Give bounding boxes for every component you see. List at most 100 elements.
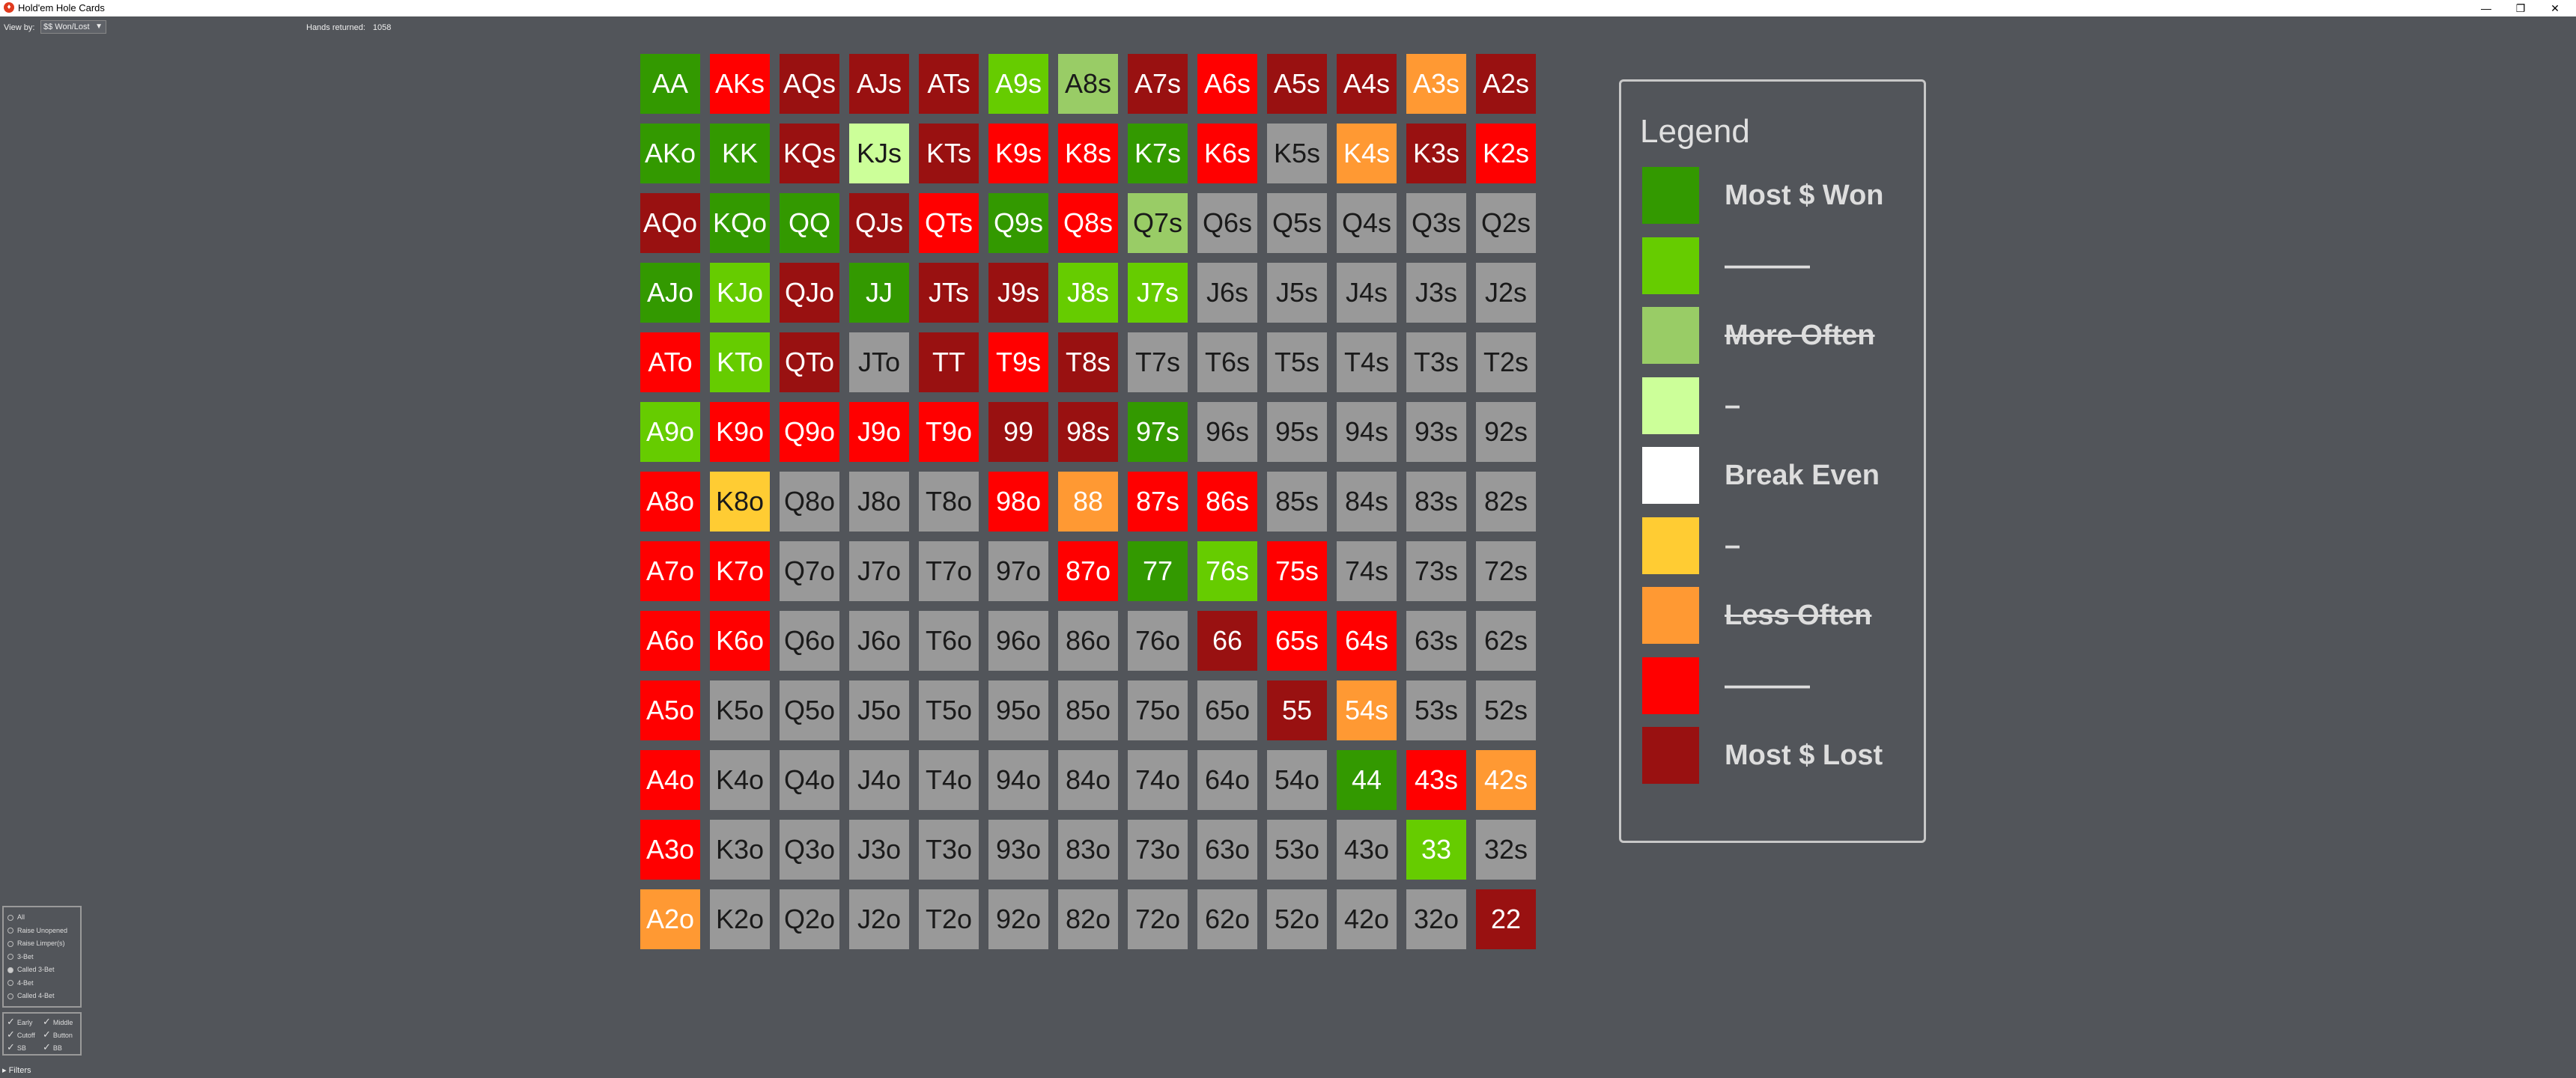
- hand-cell[interactable]: 32s: [1476, 820, 1536, 880]
- hand-cell[interactable]: Q9s: [988, 193, 1048, 253]
- hand-cell[interactable]: T9s: [988, 332, 1048, 392]
- hand-cell[interactable]: 83o: [1058, 820, 1118, 880]
- hand-cell[interactable]: A6o: [640, 611, 700, 671]
- hand-cell[interactable]: Q4s: [1337, 193, 1397, 253]
- hand-cell[interactable]: 74s: [1337, 541, 1397, 601]
- hand-cell[interactable]: A5s: [1267, 54, 1327, 114]
- hand-cell[interactable]: 95s: [1267, 402, 1327, 462]
- hand-cell[interactable]: Q9o: [780, 402, 839, 462]
- hand-cell[interactable]: K7o: [710, 541, 770, 601]
- action-filter-option[interactable]: 4-Bet: [7, 978, 34, 988]
- hand-cell[interactable]: 97s: [1128, 402, 1188, 462]
- hand-cell[interactable]: QJo: [780, 263, 839, 323]
- hand-cell[interactable]: Q3o: [780, 820, 839, 880]
- hand-cell[interactable]: 63o: [1197, 820, 1257, 880]
- hand-cell[interactable]: 93o: [988, 820, 1048, 880]
- view-by-select[interactable]: $$ Won/Lost ▼: [40, 20, 106, 34]
- hand-cell[interactable]: 54s: [1337, 680, 1397, 740]
- hand-cell[interactable]: K3o: [710, 820, 770, 880]
- hand-cell[interactable]: QTs: [919, 193, 979, 253]
- position-checkbox[interactable]: ✓ BB: [43, 1042, 62, 1053]
- hand-cell[interactable]: 65o: [1197, 680, 1257, 740]
- hand-cell[interactable]: K6s: [1197, 124, 1257, 183]
- hand-cell[interactable]: T3o: [919, 820, 979, 880]
- hand-cell[interactable]: K7s: [1128, 124, 1188, 183]
- hand-cell[interactable]: J9s: [988, 263, 1048, 323]
- action-filter-option[interactable]: All: [7, 912, 25, 922]
- hand-cell[interactable]: T3s: [1406, 332, 1466, 392]
- hand-cell[interactable]: A3s: [1406, 54, 1466, 114]
- hand-cell[interactable]: T8s: [1058, 332, 1118, 392]
- hand-cell[interactable]: JTo: [849, 332, 909, 392]
- hand-cell[interactable]: Q6o: [780, 611, 839, 671]
- hand-cell[interactable]: J8o: [849, 472, 909, 532]
- hand-cell[interactable]: 83s: [1406, 472, 1466, 532]
- hand-cell[interactable]: 74o: [1128, 750, 1188, 810]
- hand-cell[interactable]: A2s: [1476, 54, 1536, 114]
- hand-cell[interactable]: 72o: [1128, 889, 1188, 949]
- filters-toggle[interactable]: ▸ Filters: [2, 1066, 31, 1075]
- hand-cell[interactable]: 76s: [1197, 541, 1257, 601]
- hand-cell[interactable]: 86s: [1197, 472, 1257, 532]
- hand-cell[interactable]: 93s: [1406, 402, 1466, 462]
- hand-cell[interactable]: K9o: [710, 402, 770, 462]
- hand-cell[interactable]: KTo: [710, 332, 770, 392]
- hand-cell[interactable]: J2s: [1476, 263, 1536, 323]
- hand-cell[interactable]: A8o: [640, 472, 700, 532]
- hand-cell[interactable]: T2s: [1476, 332, 1536, 392]
- hand-cell[interactable]: A9o: [640, 402, 700, 462]
- hand-cell[interactable]: 86o: [1058, 611, 1118, 671]
- hand-cell[interactable]: 62o: [1197, 889, 1257, 949]
- hand-cell[interactable]: 94o: [988, 750, 1048, 810]
- hand-cell[interactable]: J4s: [1337, 263, 1397, 323]
- hand-cell[interactable]: K2o: [710, 889, 770, 949]
- hand-cell[interactable]: 82s: [1476, 472, 1536, 532]
- hand-cell[interactable]: 66: [1197, 611, 1257, 671]
- hand-cell[interactable]: 52s: [1476, 680, 1536, 740]
- hand-cell[interactable]: T7s: [1128, 332, 1188, 392]
- hand-cell[interactable]: K4s: [1337, 124, 1397, 183]
- hand-cell[interactable]: Q5s: [1267, 193, 1327, 253]
- hand-cell[interactable]: 53o: [1267, 820, 1327, 880]
- hand-cell[interactable]: T2o: [919, 889, 979, 949]
- hand-cell[interactable]: 42o: [1337, 889, 1397, 949]
- hand-cell[interactable]: J8s: [1058, 263, 1118, 323]
- hand-cell[interactable]: Q3s: [1406, 193, 1466, 253]
- hand-cell[interactable]: 43o: [1337, 820, 1397, 880]
- position-checkbox[interactable]: ✓ Cutoff: [7, 1029, 35, 1040]
- hand-cell[interactable]: K8s: [1058, 124, 1118, 183]
- hand-cell[interactable]: Q8s: [1058, 193, 1118, 253]
- position-checkbox[interactable]: ✓ Middle: [43, 1017, 73, 1027]
- hand-cell[interactable]: J6s: [1197, 263, 1257, 323]
- hand-cell[interactable]: AA: [640, 54, 700, 114]
- hand-cell[interactable]: T6s: [1197, 332, 1257, 392]
- hand-cell[interactable]: 55: [1267, 680, 1327, 740]
- hand-cell[interactable]: 87o: [1058, 541, 1118, 601]
- hand-cell[interactable]: KJo: [710, 263, 770, 323]
- hand-cell[interactable]: ATo: [640, 332, 700, 392]
- hand-cell[interactable]: T8o: [919, 472, 979, 532]
- hand-cell[interactable]: 64s: [1337, 611, 1397, 671]
- hand-cell[interactable]: J5o: [849, 680, 909, 740]
- minimize-button[interactable]: —: [2481, 2, 2491, 14]
- hand-cell[interactable]: AQo: [640, 193, 700, 253]
- hand-cell[interactable]: KQs: [780, 124, 839, 183]
- restore-button[interactable]: ❐: [2515, 2, 2526, 14]
- hand-cell[interactable]: K2s: [1476, 124, 1536, 183]
- close-button[interactable]: ✕: [2551, 2, 2560, 14]
- hand-cell[interactable]: A7s: [1128, 54, 1188, 114]
- hand-cell[interactable]: J6o: [849, 611, 909, 671]
- hand-cell[interactable]: AQs: [780, 54, 839, 114]
- hand-cell[interactable]: KQo: [710, 193, 770, 253]
- hand-cell[interactable]: 73o: [1128, 820, 1188, 880]
- hand-cell[interactable]: Q7o: [780, 541, 839, 601]
- hand-cell[interactable]: J5s: [1267, 263, 1327, 323]
- hand-cell[interactable]: AJo: [640, 263, 700, 323]
- hand-cell[interactable]: 54o: [1267, 750, 1327, 810]
- hand-cell[interactable]: 87s: [1128, 472, 1188, 532]
- hand-cell[interactable]: Q2o: [780, 889, 839, 949]
- hand-cell[interactable]: JTs: [919, 263, 979, 323]
- hand-cell[interactable]: KJs: [849, 124, 909, 183]
- hand-cell[interactable]: J9o: [849, 402, 909, 462]
- action-filter-option[interactable]: 3-Bet: [7, 951, 34, 962]
